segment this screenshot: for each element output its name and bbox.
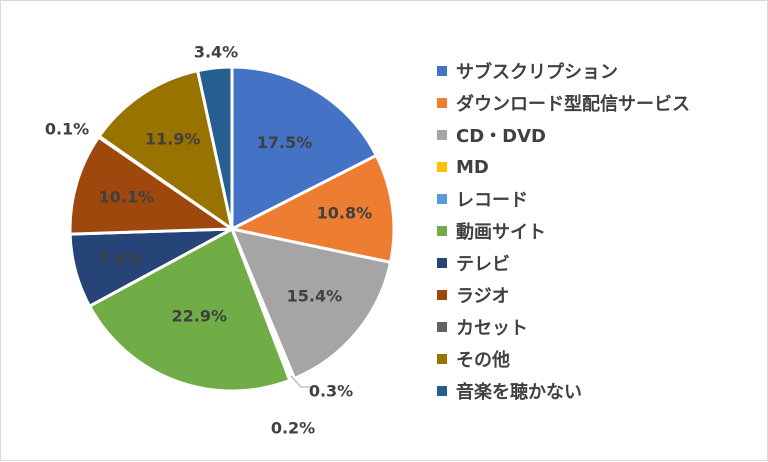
legend-label: ダウンロード型配信サービス [456, 94, 690, 115]
legend-label: 音楽を聴かない [456, 382, 582, 403]
legend-label: MD [456, 156, 489, 178]
legend-swatch [437, 322, 447, 332]
slice-value-label: 10.8% [317, 204, 373, 223]
legend-item: CD・DVD [437, 119, 757, 151]
legend-item: テレビ [437, 247, 757, 279]
slice-value-label: 0.3% [309, 382, 353, 401]
pie-slice [230, 227, 393, 380]
legend-label: CD・DVD [456, 126, 546, 147]
pie-slice [68, 135, 234, 236]
slice-value-label: 15.4% [287, 287, 343, 306]
legend-swatch [437, 386, 447, 396]
legend-label: レコード [456, 190, 528, 211]
legend-item: サブスクリプション [437, 55, 757, 87]
legend-label: テレビ [456, 254, 510, 275]
pie-slice [88, 227, 292, 393]
legend-swatch [437, 98, 447, 108]
legend-item: ラジオ [437, 279, 757, 311]
legend-label: ラジオ [456, 286, 510, 307]
legend-label: サブスクリプション [456, 62, 618, 83]
legend-item: カセット [437, 311, 757, 343]
legend-label: カセット [456, 318, 528, 339]
legend-item: 音楽を聴かない [437, 375, 757, 407]
legend-swatch [437, 194, 447, 204]
legend-item: ダウンロード型配信サービス [437, 87, 757, 119]
slice-value-label: 0.2% [271, 419, 315, 438]
legend-item: MD [437, 151, 757, 183]
legend-swatch [437, 130, 447, 140]
legend-label: 動画サイト [456, 222, 546, 243]
legend-swatch [437, 258, 447, 268]
legend-item: その他 [437, 343, 757, 375]
slice-value-label: 0.1% [45, 120, 89, 139]
legend-swatch [437, 290, 447, 300]
pie-slice [230, 153, 396, 264]
pie-slice [97, 69, 234, 231]
slice-value-label: 11.9% [145, 130, 201, 149]
legend-swatch [437, 66, 447, 76]
legend-item: 動画サイト [437, 215, 757, 247]
legend: サブスクリプション ダウンロード型配信サービス CD・DVD MD レコード 動… [437, 55, 757, 407]
slice-value-label: 17.5% [257, 133, 313, 152]
legend-swatch [437, 354, 447, 364]
legend-swatch [437, 162, 447, 172]
leader-line [290, 375, 311, 388]
legend-swatch [437, 226, 447, 236]
pie-slice [196, 65, 234, 231]
slice-value-label: 10.1% [99, 187, 155, 206]
data-labels: 17.5% 10.8% 15.4% 0.3% 0.2% 22.9% 7.4% 10.1% 0.1… [45, 43, 372, 438]
slice-value-label: 3.4% [194, 43, 238, 62]
pie-slice [230, 65, 378, 231]
legend-label: その他 [456, 350, 510, 371]
slice-value-label: 22.9% [172, 307, 228, 326]
legend-item: レコード [437, 183, 757, 215]
slice-value-label: 7.4% [97, 249, 141, 268]
